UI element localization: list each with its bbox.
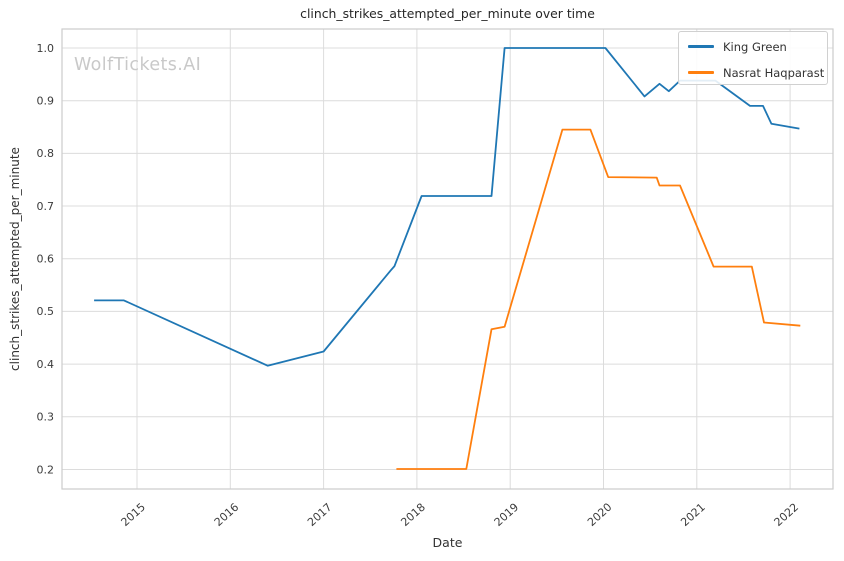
legend-line-swatch-nasrat-haqparast — [688, 71, 714, 74]
legend-label-king-green: King Green — [723, 39, 787, 54]
y-tick-label-0.5: 0.5 — [37, 305, 55, 318]
x-tick-label-2016: 2016 — [212, 501, 242, 529]
y-tick-label-0.2: 0.2 — [37, 463, 55, 476]
y-tick-label-0.4: 0.4 — [37, 358, 55, 371]
plot-border — [61, 28, 834, 490]
y-tick-label-0.6: 0.6 — [37, 253, 55, 266]
legend-item-king-green: King Green — [688, 35, 827, 58]
y-axis-label: clinch_strikes_attempted_per_minute — [8, 147, 22, 371]
x-tick-label-2021: 2021 — [678, 501, 708, 529]
y-tick-label-0.3: 0.3 — [37, 411, 55, 424]
watermark: WolfTickets.AI — [74, 55, 202, 75]
legend-line-swatch-king-green — [688, 45, 714, 48]
series-line-king-green — [94, 47, 800, 367]
legend-item-nasrat-haqparast: Nasrat Haqparast — [688, 61, 827, 84]
x-tick-label-2018: 2018 — [398, 501, 428, 529]
y-tick-label-1.0: 1.0 — [37, 42, 55, 55]
y-tick-label-0.9: 0.9 — [37, 95, 55, 108]
y-tick-label-0.8: 0.8 — [37, 147, 55, 160]
legend: King Green Nasrat Haqparast — [678, 31, 828, 85]
y-tick-label-0.7: 0.7 — [37, 200, 55, 213]
y-axis-label-box: clinch_strikes_attempted_per_minute — [0, 29, 30, 489]
x-tick-label-2022: 2022 — [772, 501, 802, 529]
x-tick-label-2017: 2017 — [305, 501, 335, 529]
x-axis-label: Date — [432, 535, 463, 550]
x-tick-label-2020: 2020 — [585, 501, 615, 529]
series-line-nasrat-haqparast — [396, 128, 801, 470]
chart-title: clinch_strikes_attempted_per_minute over… — [300, 6, 595, 21]
legend-label-nasrat-haqparast: Nasrat Haqparast — [723, 65, 825, 80]
x-tick-label-2015: 2015 — [119, 501, 149, 529]
x-tick-label-2019: 2019 — [492, 501, 522, 529]
